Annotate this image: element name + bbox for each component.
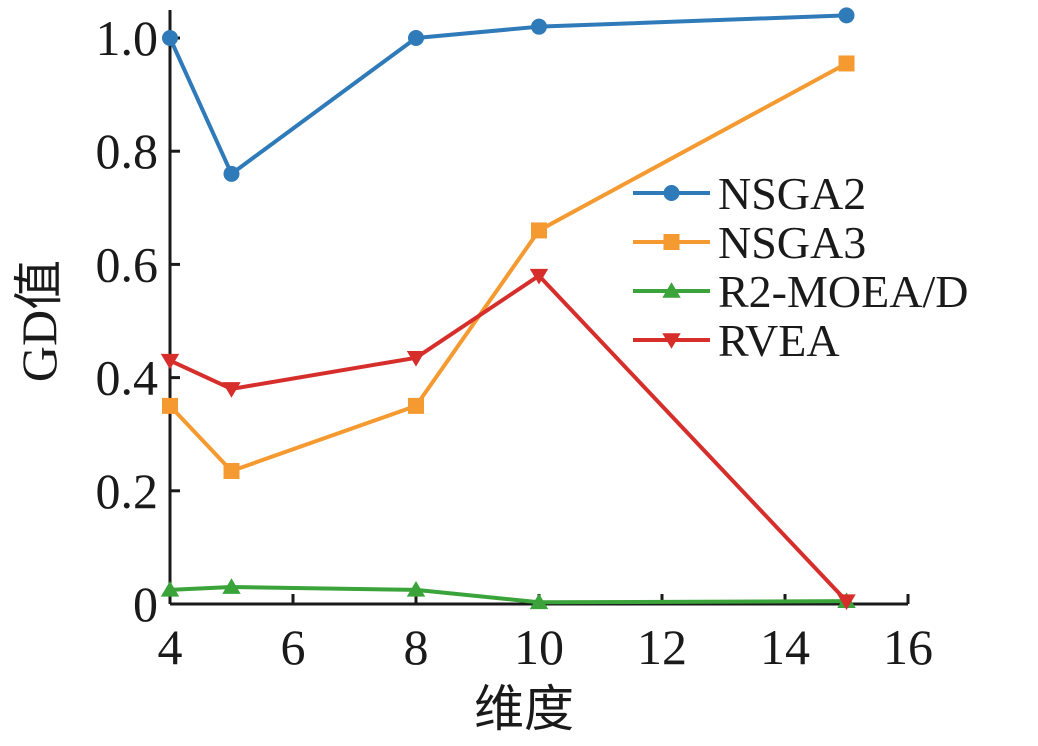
legend-item: NSGA3	[633, 217, 866, 268]
series-nsga2	[162, 7, 855, 182]
x-tick-label: 4	[158, 619, 183, 675]
legend-marker	[662, 282, 681, 298]
series-layer	[160, 7, 856, 610]
legend-label: NSGA2	[718, 168, 866, 219]
y-tick-label: 0.8	[96, 123, 159, 179]
data-point	[408, 30, 424, 46]
data-point	[223, 462, 240, 479]
y-tick-label: 0.2	[96, 463, 159, 519]
legend-item: NSGA2	[633, 168, 866, 219]
series-line	[168, 13, 847, 176]
legend-label: NSGA3	[718, 217, 866, 268]
x-tick-label: 10	[514, 619, 564, 675]
legend-label: R2-MOEA/D	[718, 266, 968, 317]
data-point	[408, 397, 424, 414]
y-tick-label: 0.6	[96, 236, 159, 292]
legend-marker	[663, 185, 680, 201]
y-tick-label: 0	[133, 576, 158, 632]
data-point	[531, 18, 547, 35]
x-ticks: 4 6 8 10 12 14 16	[158, 594, 933, 675]
data-point	[406, 350, 426, 367]
series-rvea	[160, 268, 856, 610]
data-point	[838, 55, 855, 72]
data-point	[529, 268, 549, 285]
y-tick-label: 1.0	[96, 10, 159, 66]
data-point	[162, 397, 178, 414]
x-tick-label: 16	[883, 619, 933, 675]
data-point	[223, 165, 240, 182]
x-tick-label: 12	[637, 619, 687, 675]
x-axis-title: 维度	[474, 681, 574, 737]
y-tick-label: 0.4	[96, 350, 159, 406]
data-point	[837, 594, 856, 610]
series-line	[169, 585, 847, 605]
x-tick-label: 6	[281, 619, 306, 675]
legend-item: RVEA	[633, 315, 840, 366]
data-point	[222, 578, 241, 594]
legend-marker	[663, 234, 680, 250]
data-point	[160, 353, 180, 370]
data-point	[838, 7, 855, 24]
legend-label: RVEA	[718, 315, 840, 366]
data-point	[222, 382, 241, 398]
data-point	[162, 30, 178, 46]
series-nsga3	[162, 55, 855, 479]
data-point	[160, 581, 180, 597]
data-point	[531, 222, 547, 239]
x-tick-label: 14	[760, 619, 810, 675]
x-tick-label: 8	[404, 619, 429, 675]
y-axis-title: GD值	[11, 260, 67, 382]
legend-item: R2-MOEA/D	[633, 266, 968, 317]
y-ticks: 0 0.2 0.4 0.6 0.8 1.0	[96, 10, 180, 632]
data-point	[529, 593, 549, 610]
legend-marker	[662, 333, 681, 349]
data-point	[406, 581, 426, 597]
